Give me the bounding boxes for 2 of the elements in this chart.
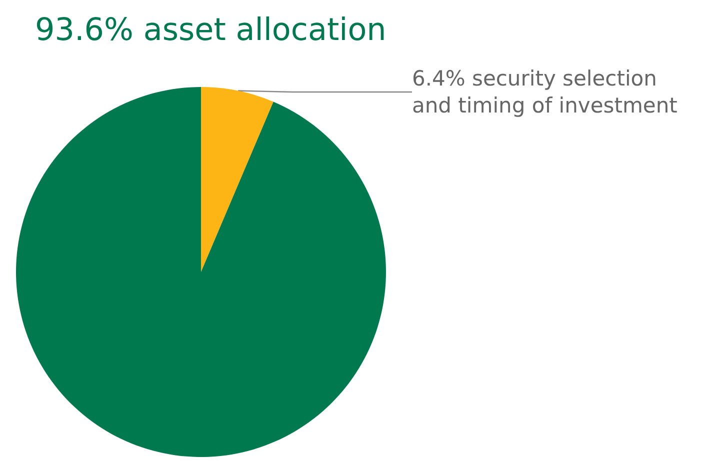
slice-label: 6.4% security selection and timing of investment bbox=[412, 66, 678, 118]
slice-label: 93.6% asset allocation bbox=[35, 12, 386, 48]
